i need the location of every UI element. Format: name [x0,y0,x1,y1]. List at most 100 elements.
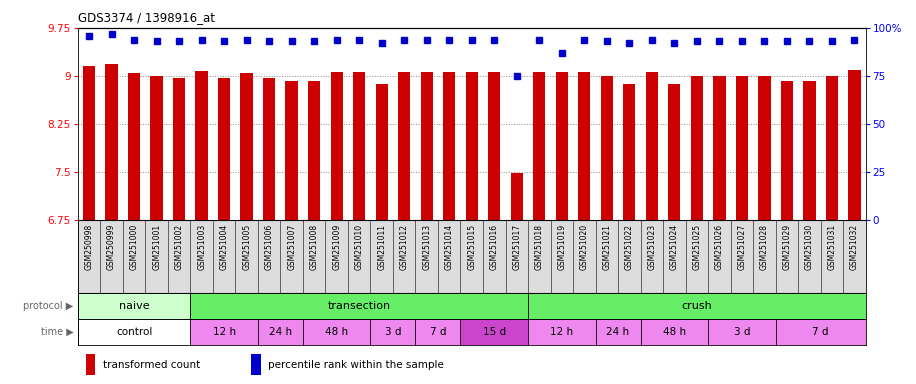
Bar [556,71,568,220]
Text: GSM251005: GSM251005 [242,223,251,270]
Bar [251,354,261,375]
Bar [646,71,658,220]
Bar [376,84,387,220]
Text: 3 d: 3 d [734,327,750,337]
Text: GSM251019: GSM251019 [557,223,566,270]
Bar [398,71,410,220]
Text: GSM251029: GSM251029 [782,223,791,270]
Text: GSM251024: GSM251024 [670,223,679,270]
Text: GSM251002: GSM251002 [175,223,183,270]
Bar [370,319,416,345]
Bar [461,319,528,345]
Bar [533,71,545,220]
Text: GSM251031: GSM251031 [827,223,836,270]
Text: control: control [116,327,152,337]
Bar [714,76,725,220]
Text: GSM250998: GSM250998 [84,223,93,270]
Text: GSM251030: GSM251030 [805,223,813,270]
Text: GSM251027: GSM251027 [737,223,747,270]
Bar [218,78,230,220]
Text: GSM251025: GSM251025 [692,223,702,270]
Text: 7 d: 7 d [812,327,829,337]
Bar [173,78,185,220]
Text: GSM251022: GSM251022 [625,223,634,270]
Text: GSM251016: GSM251016 [490,223,498,270]
Bar [640,319,708,345]
Text: GSM251017: GSM251017 [512,223,521,270]
Text: GSM251011: GSM251011 [377,223,387,270]
Bar [286,81,298,220]
Bar [105,64,118,220]
Bar [825,76,838,220]
Text: GSM251010: GSM251010 [354,223,364,270]
Bar [528,293,866,319]
Text: GSM251028: GSM251028 [760,223,769,270]
Bar [191,293,528,319]
Text: GSM251001: GSM251001 [152,223,161,270]
Bar [465,71,478,220]
Bar [308,81,321,220]
Bar [263,78,276,220]
Bar [258,319,303,345]
Text: percentile rank within the sample: percentile rank within the sample [268,359,444,370]
Text: 24 h: 24 h [269,327,292,337]
Text: 48 h: 48 h [663,327,686,337]
Text: naive: naive [119,301,149,311]
Bar [780,81,793,220]
Bar [420,71,433,220]
Text: GSM251018: GSM251018 [535,223,544,270]
Text: 24 h: 24 h [606,327,629,337]
Text: 48 h: 48 h [325,327,348,337]
Bar [78,293,191,319]
Bar [241,73,253,220]
Text: GSM251004: GSM251004 [220,223,229,270]
Bar [708,319,776,345]
Text: 12 h: 12 h [551,327,573,337]
Text: GSM251012: GSM251012 [399,223,409,270]
Bar [150,76,163,220]
Text: GSM251003: GSM251003 [197,223,206,270]
Bar [195,71,208,220]
Text: protocol ▶: protocol ▶ [23,301,73,311]
Bar [758,76,770,220]
Bar [303,319,370,345]
Bar [510,173,523,220]
Text: 3 d: 3 d [385,327,401,337]
Bar [416,319,461,345]
Text: GSM251021: GSM251021 [603,223,611,270]
Bar [803,81,815,220]
Text: crush: crush [682,301,712,311]
Text: GSM251020: GSM251020 [580,223,589,270]
Bar [578,71,591,220]
Text: GSM251009: GSM251009 [333,223,341,270]
Text: GSM251032: GSM251032 [850,223,859,270]
Text: 12 h: 12 h [213,327,235,337]
Text: 7 d: 7 d [430,327,446,337]
Bar [668,84,681,220]
Text: GSM251026: GSM251026 [714,223,724,270]
Text: GSM251014: GSM251014 [445,223,453,270]
Bar [736,76,748,220]
Bar [776,319,866,345]
Bar [848,70,860,220]
Bar [331,71,343,220]
Bar [191,319,258,345]
Text: GSM251013: GSM251013 [422,223,431,270]
Text: GSM251008: GSM251008 [310,223,319,270]
Bar [353,71,365,220]
Bar [128,73,140,220]
Bar [86,354,95,375]
Text: 15 d: 15 d [483,327,506,337]
Text: transection: transection [328,301,391,311]
Text: GSM251006: GSM251006 [265,223,274,270]
Text: GSM251023: GSM251023 [648,223,656,270]
Bar [691,76,703,220]
Text: transformed count: transformed count [104,359,201,370]
Text: GSM251015: GSM251015 [467,223,476,270]
Bar [83,66,95,220]
Bar [78,319,191,345]
Bar [443,71,455,220]
Text: GSM250999: GSM250999 [107,223,116,270]
Bar [528,319,595,345]
Bar [623,84,636,220]
